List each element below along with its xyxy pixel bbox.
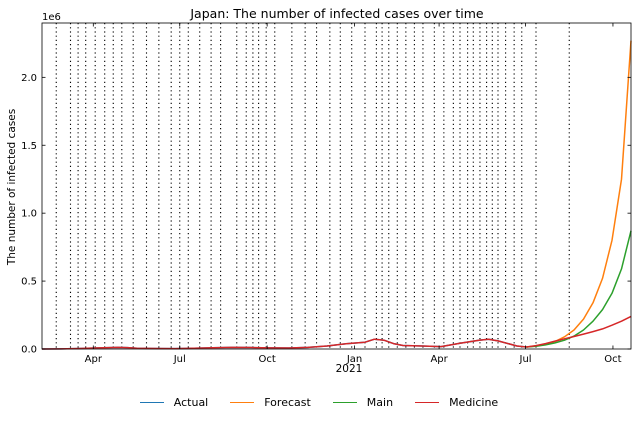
x-year-label: 2021 <box>336 363 363 375</box>
plot-frame <box>41 22 632 350</box>
x-tick-label: Jul <box>173 354 186 365</box>
legend-swatch-medicine <box>415 402 440 403</box>
y-tick-label: 0.0 <box>21 345 37 356</box>
series-line-main <box>526 230 632 348</box>
legend-item-actual: Actual <box>139 396 209 409</box>
legend-swatch-actual <box>139 402 164 403</box>
series-line-medicine <box>41 315 632 350</box>
x-ticks: Apr Jul Oct Jan Apr Jul Oct <box>85 23 622 365</box>
y-offset-label: 1e6 <box>42 12 61 23</box>
legend-item-medicine: Medicine <box>415 396 498 409</box>
x-tick-label: Jul <box>519 354 532 365</box>
x-tick-label: Apr <box>430 354 448 365</box>
legend-item-main: Main <box>332 396 394 409</box>
series-lines <box>41 40 632 350</box>
legend-label-main: Main <box>366 396 394 409</box>
legend-swatch-forecast <box>230 402 255 403</box>
legend: Actual Forecast Main Medicine <box>0 396 638 409</box>
x-tick-label: Jan <box>346 354 362 365</box>
y-tick-label: 1.5 <box>21 141 37 152</box>
y-tick-label: 0.5 <box>21 277 37 288</box>
y-ticks: 0.0 0.5 1.0 1.5 2.0 <box>21 73 631 356</box>
y-tick-label: 1.0 <box>21 209 37 220</box>
legend-label-actual: Actual <box>173 396 209 409</box>
legend-swatch-main <box>332 402 357 403</box>
y-axis-label: The number of infected cases <box>6 109 18 266</box>
legend-item-forecast: Forecast <box>230 396 311 409</box>
infected-cases-chart: Japan: The number of infected cases over… <box>6 6 632 375</box>
x-tick-label: Oct <box>604 354 621 365</box>
x-tick-label: Oct <box>259 354 276 365</box>
legend-label-medicine: Medicine <box>449 396 499 409</box>
series-line-forecast <box>526 40 632 348</box>
y-tick-label: 2.0 <box>21 73 37 84</box>
axes <box>41 22 632 350</box>
change-date-lines <box>55 23 570 349</box>
x-tick-label: Apr <box>85 354 103 365</box>
chart-title: Japan: The number of infected cases over… <box>189 6 484 21</box>
legend-label-forecast: Forecast <box>264 396 311 409</box>
